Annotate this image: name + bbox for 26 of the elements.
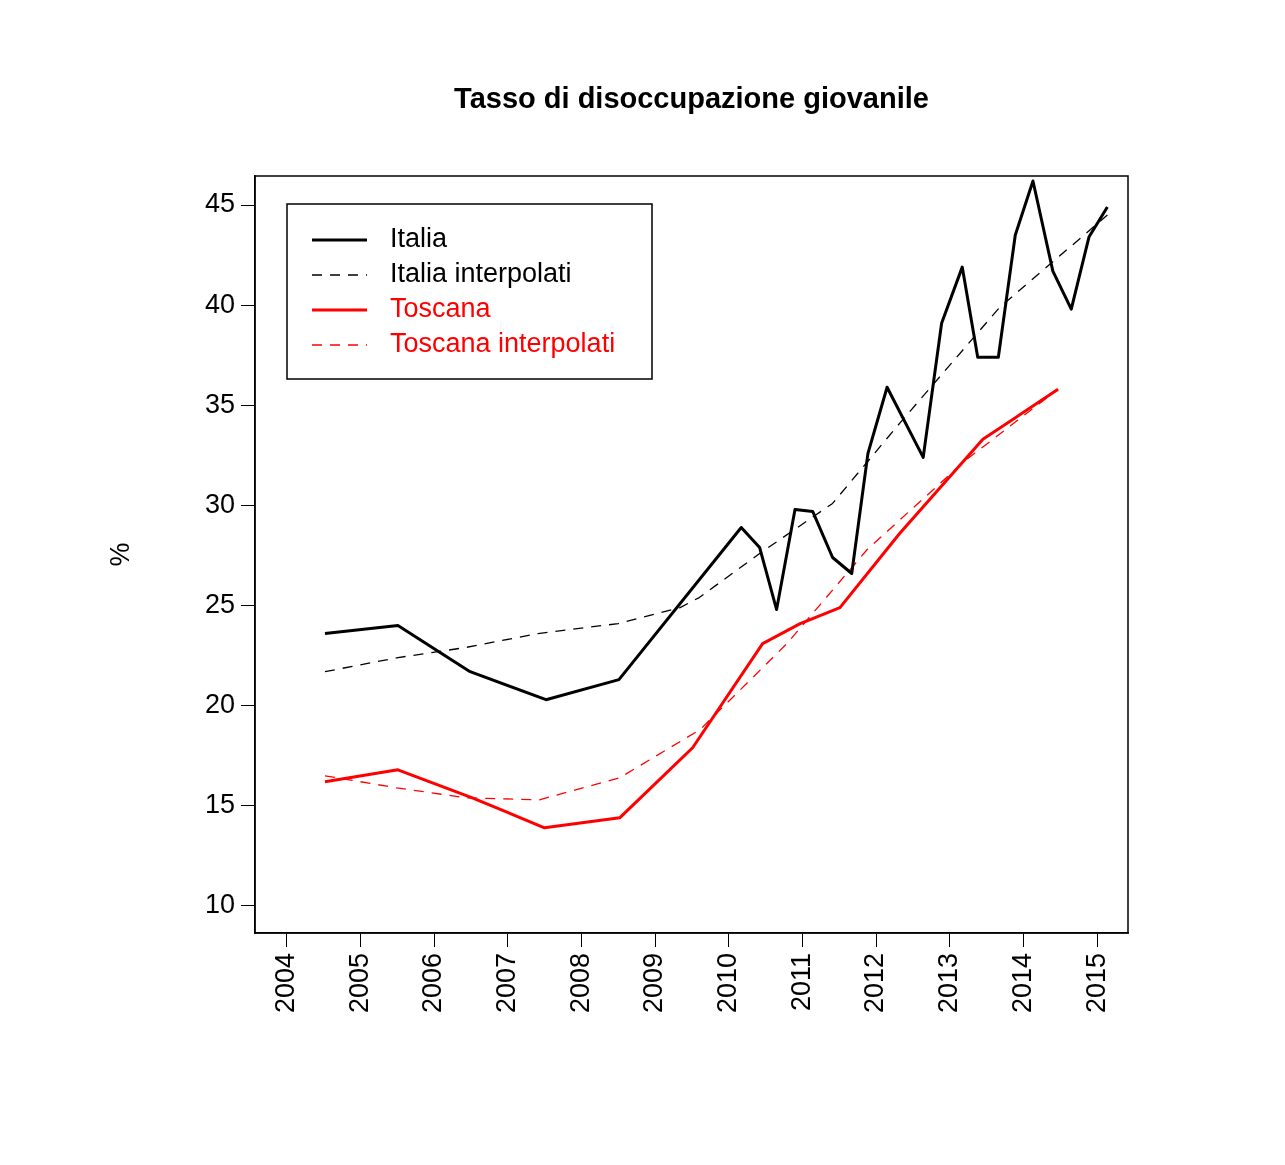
y-tick-label: 45 bbox=[204, 188, 235, 219]
y-tick-label: 10 bbox=[204, 889, 235, 920]
y-tick-label: 20 bbox=[204, 689, 235, 720]
x-tick-label: 2013 bbox=[933, 953, 964, 1014]
x-tick-label: 2004 bbox=[270, 953, 301, 1014]
x-tick-label: 2014 bbox=[1006, 953, 1037, 1014]
y-tick-label: 30 bbox=[204, 488, 235, 519]
y-tick-label: 40 bbox=[204, 288, 235, 319]
chart-title: Tasso di disoccupazione giovanile bbox=[454, 82, 929, 114]
x-tick-label: 2015 bbox=[1080, 953, 1111, 1014]
legend-label: Italia interpolati bbox=[390, 258, 572, 289]
x-tick-label: 2008 bbox=[564, 953, 595, 1014]
x-tick-label: 2010 bbox=[712, 953, 743, 1014]
legend-label: Italia bbox=[390, 223, 449, 254]
y-tick-label: 35 bbox=[204, 388, 235, 419]
y-axis-title: % bbox=[104, 542, 135, 567]
legend-label: Toscana bbox=[390, 293, 492, 324]
x-tick-label: 2007 bbox=[491, 953, 522, 1014]
legend-label: Toscana interpolati bbox=[390, 328, 616, 359]
x-tick-label: 2006 bbox=[417, 953, 448, 1014]
y-tick-label: 25 bbox=[204, 589, 235, 620]
x-tick-label: 2012 bbox=[859, 953, 890, 1014]
y-tick-label: 15 bbox=[204, 789, 235, 820]
x-tick-label: 2011 bbox=[785, 953, 816, 1012]
x-tick-label: 2005 bbox=[343, 953, 374, 1014]
x-tick-label: 2009 bbox=[638, 953, 669, 1014]
